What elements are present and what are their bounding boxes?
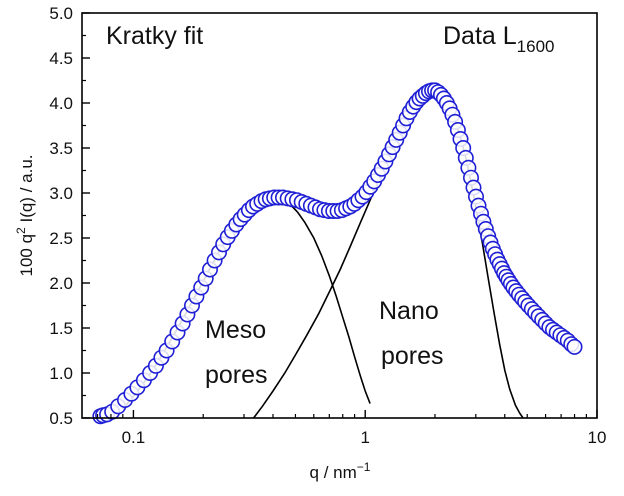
series-layer xyxy=(92,82,583,425)
x-tick-label: 10 xyxy=(588,428,607,447)
data-point xyxy=(566,338,583,355)
annotation-data-main: Data L xyxy=(443,22,517,50)
annotation-nano-pores: pores xyxy=(381,342,444,370)
y-tick-label: 3.0 xyxy=(49,184,73,203)
annotation-nano: Nano xyxy=(379,297,439,325)
ticks-layer: 0.5 1.0 1.5 2.0 2.5 3.0 3.5 4.0 4.5 5.0 0.1 1 10 xyxy=(49,4,606,447)
y-tick-label: 1.0 xyxy=(49,364,73,383)
y-tick-label: 2.5 xyxy=(49,229,73,248)
x-tick-label: 0.1 xyxy=(122,428,146,447)
annotation-data-subscript: 1600 xyxy=(517,37,555,56)
annotation-data-l1600: Data L1600 xyxy=(443,22,555,56)
y-axis-title-sup: 2 xyxy=(14,227,28,234)
y-tick-label: 4.0 xyxy=(49,94,73,113)
x-axis-title: q / nm−1 xyxy=(310,460,371,482)
y-axis-title-post: I(q) / a.u. xyxy=(17,155,36,228)
y-tick-label: 5.0 xyxy=(49,4,73,23)
y-tick-label: 4.5 xyxy=(49,49,73,68)
x-axis-title-sup: −1 xyxy=(357,460,371,474)
x-tick-label: 1 xyxy=(360,428,369,447)
annotation-meso-pores: pores xyxy=(205,361,268,389)
y-tick-label: 3.5 xyxy=(49,139,73,158)
y-axis-title: 100 q2 I(q) / a.u. xyxy=(14,155,36,277)
annotation-kratky-fit: Kratky fit xyxy=(106,22,203,50)
x-axis-title-main: q / nm xyxy=(310,463,357,482)
y-tick-label: 1.5 xyxy=(49,319,73,338)
y-tick-label: 0.5 xyxy=(49,409,73,428)
y-tick-label: 2.0 xyxy=(49,274,73,293)
y-axis-title-pre: 100 q xyxy=(17,234,36,277)
annotation-meso: Meso xyxy=(205,316,266,344)
